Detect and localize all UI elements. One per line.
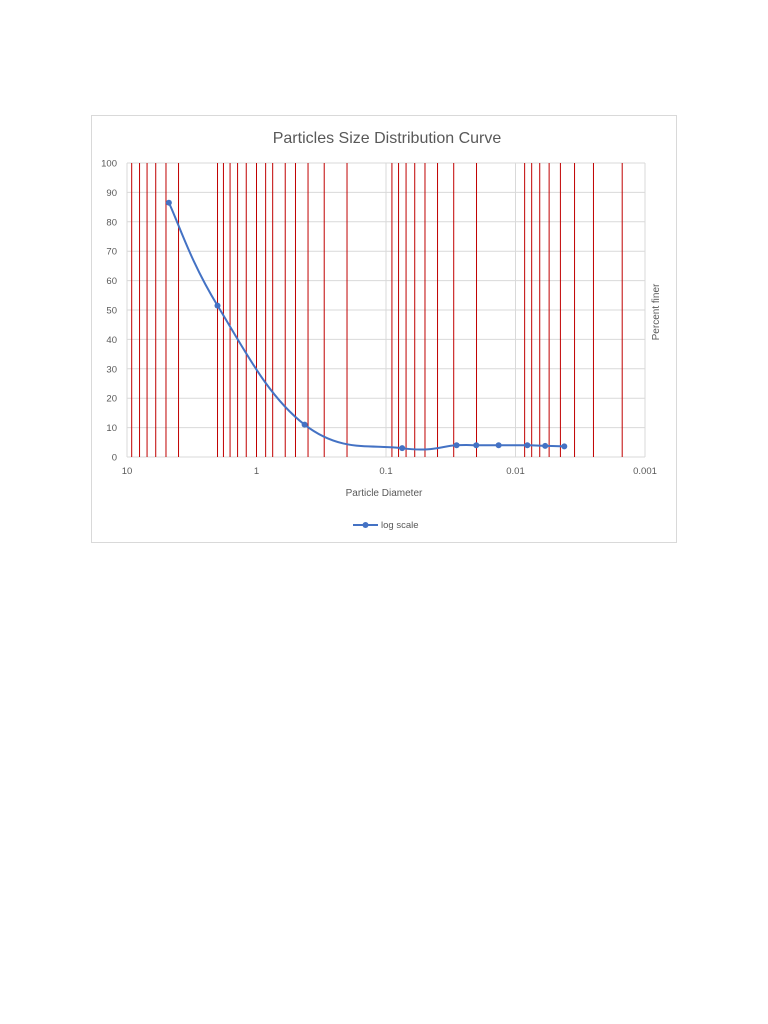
y-tick-label: 70 [106,247,117,258]
x-axis-ticks: 10 1 0.1 0.01 0.001 [122,466,657,477]
x-tick-label: 1 [254,466,259,477]
x-tick-label: 0.001 [633,466,657,477]
x-axis-title: Particle Diameter [346,488,423,499]
legend-marker-swatch [362,522,369,528]
legend: log scale [353,520,419,531]
y-axis-title: Percent finer [651,283,662,340]
chart-frame: Particles Size Distribution Curve 0 10 20 3… [91,115,677,543]
y-tick-label: 10 [106,423,117,434]
y-tick-label: 0 [112,453,117,464]
data-point [453,442,460,449]
y-tick-label: 50 [106,306,117,317]
data-point [399,445,406,452]
y-tick-label: 100 [101,159,117,170]
series-layer [165,199,568,452]
x-tick-label: 0.01 [506,466,525,477]
data-point [524,442,531,449]
data-point [301,421,308,428]
y-tick-label: 40 [106,335,117,346]
x-tick-label: 0.1 [379,466,392,477]
gridlines [126,162,646,458]
x-tick-label: 10 [122,466,133,477]
data-point [473,442,480,449]
y-tick-label: 60 [106,276,117,287]
legend-label: log scale [381,520,419,531]
chart-title: Particles Size Distribution Curve [273,130,502,147]
data-point [165,199,172,206]
y-tick-label: 90 [106,188,117,199]
y-tick-label: 20 [106,394,117,405]
data-point [214,302,221,309]
series-line [167,202,565,451]
y-tick-label: 80 [106,217,117,228]
y-axis-ticks: 0 10 20 30 40 50 60 70 80 90 100 [101,159,117,464]
data-point [561,443,568,450]
chart-svg: Particles Size Distribution Curve 0 10 20 3… [101,130,662,531]
data-point [495,442,502,449]
data-point [542,442,549,449]
y-tick-label: 30 [106,364,117,375]
